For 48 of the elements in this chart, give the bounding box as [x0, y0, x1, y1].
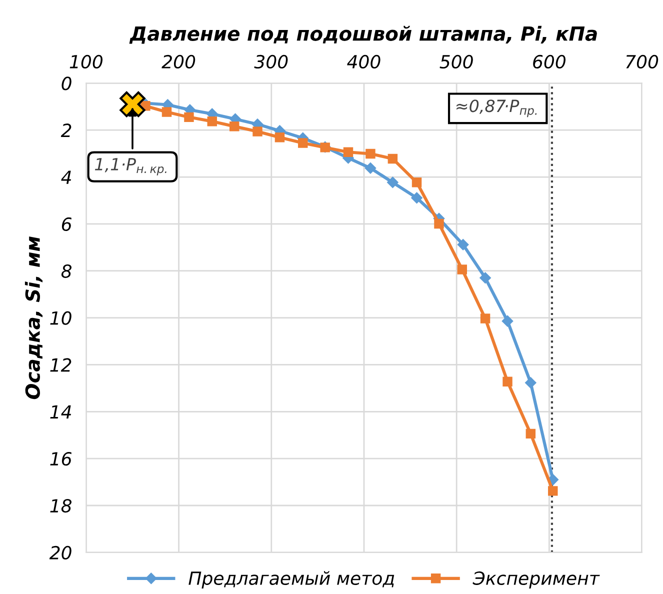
legend-label: Эксперимент — [472, 571, 600, 588]
annotation: 1,1·P$_{н.кр.}$ — [94, 158, 166, 176]
point — [252, 126, 262, 136]
x-axis-title: Давление под подошвой штампа, Pi, кПа — [129, 26, 597, 44]
y-axis-title: Осадка, Si, мм — [24, 236, 42, 400]
x-tick-label: 100 — [70, 54, 103, 69]
point — [525, 377, 536, 388]
point — [387, 176, 398, 188]
x-tick-label: 200 — [162, 54, 196, 69]
x-tick-label: 600 — [533, 54, 566, 69]
y-tick-label: 10 — [50, 311, 72, 325]
y-tick-label: 18 — [50, 498, 72, 513]
point — [162, 107, 172, 117]
point — [502, 376, 512, 386]
legend-label: Предлагаемый метод — [188, 571, 394, 588]
point — [364, 162, 376, 174]
x-tick-label: 700 — [626, 54, 658, 69]
point — [184, 112, 194, 122]
point — [502, 315, 514, 327]
point — [229, 121, 240, 132]
y-tick-label: 16 — [50, 452, 72, 466]
point — [457, 264, 468, 274]
y-tick-label: 0 — [62, 76, 72, 90]
point — [434, 218, 444, 229]
y-tick-label: 2 — [60, 124, 72, 137]
point — [366, 148, 376, 159]
point — [526, 428, 536, 439]
point — [548, 486, 558, 496]
point — [388, 154, 398, 164]
point — [480, 314, 490, 324]
point — [343, 147, 354, 158]
point — [412, 178, 422, 188]
y-tick-label: 8 — [61, 264, 72, 278]
y-tick-label: 12 — [50, 358, 72, 372]
point — [457, 238, 469, 250]
point — [411, 192, 422, 204]
x-tick-label: 400 — [347, 54, 380, 69]
point — [298, 138, 308, 148]
y-tick-label: 20 — [49, 546, 72, 560]
ref-line-label: ≈0,87·P$_{пр.}$ — [456, 100, 537, 118]
y-tick-label: 4 — [61, 170, 72, 184]
point — [207, 116, 217, 126]
y-tick-label: 14 — [50, 405, 72, 418]
x-tick-label: 500 — [440, 54, 473, 69]
point — [274, 132, 285, 142]
x-tick-label: 300 — [254, 54, 288, 69]
point — [480, 272, 491, 284]
y-tick-label: 6 — [62, 217, 72, 232]
